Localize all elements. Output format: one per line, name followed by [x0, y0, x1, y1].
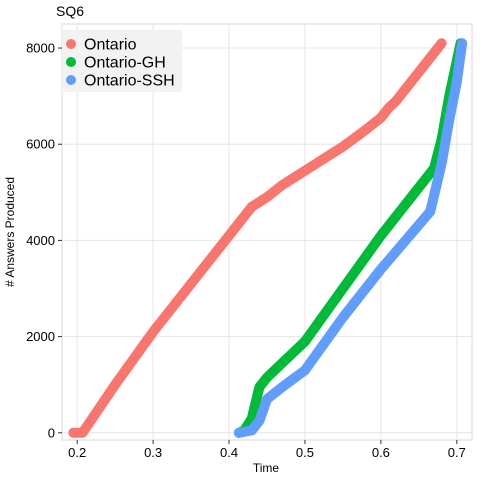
data-point [186, 278, 196, 289]
data-point [376, 264, 386, 275]
x-tick-label: 0.7 [448, 445, 466, 460]
data-point [436, 38, 447, 49]
x-tick-label: 0.3 [144, 445, 162, 460]
series-ontario [68, 38, 447, 438]
x-axis: 0.2 0.3 0.4 0.5 0.6 0.7 [68, 440, 466, 460]
y-tick-label: 2000 [26, 329, 55, 344]
data-point [247, 201, 257, 212]
y-tick-label: 8000 [26, 41, 55, 56]
legend-label: Ontario [84, 37, 137, 54]
data-point [254, 415, 265, 426]
grid [62, 24, 472, 440]
data-point [262, 394, 272, 404]
data-point [300, 336, 310, 347]
series-layer [68, 38, 468, 438]
data-point [224, 230, 234, 241]
data-point [262, 372, 272, 383]
y-axis-title: # Answers Produced [3, 177, 17, 287]
data-point [300, 165, 310, 176]
x-tick-label: 0.5 [296, 445, 314, 460]
data-point [77, 427, 88, 438]
y-tick-label: 4000 [26, 233, 55, 248]
y-tick-label: 0 [48, 425, 55, 440]
data-point [110, 379, 120, 390]
y-axis: 0 2000 4000 6000 8000 [26, 41, 62, 440]
legend-key [66, 57, 76, 67]
data-point [457, 38, 467, 49]
legend-label: Ontario-GH [84, 55, 166, 72]
x-tick-label: 0.4 [220, 445, 238, 460]
y-tick-label: 6000 [26, 137, 55, 152]
data-point [234, 427, 244, 438]
data-point [452, 76, 462, 87]
data-point [425, 206, 436, 217]
data-point [68, 427, 79, 438]
legend-box [62, 30, 182, 92]
data-point [414, 67, 424, 77]
data-point [300, 365, 310, 376]
data-point [277, 180, 287, 190]
data-point [262, 192, 272, 202]
data-point [383, 103, 394, 113]
data-point [247, 425, 257, 436]
chart-title: SQ6 [56, 3, 84, 19]
data-point [254, 382, 265, 392]
x-tick-label: 0.2 [68, 445, 86, 460]
data-point [338, 141, 348, 152]
data-point [338, 283, 348, 294]
data-point [338, 312, 348, 323]
data-point [376, 112, 386, 123]
x-tick-label: 0.6 [372, 445, 390, 460]
legend-key [66, 39, 76, 49]
data-point [436, 158, 447, 169]
data-point [444, 115, 455, 125]
data-point [87, 413, 98, 424]
data-point [376, 230, 386, 241]
legend-label: Ontario-SSH [84, 73, 175, 90]
data-point [277, 382, 287, 392]
data-point [148, 326, 158, 337]
data-point [360, 125, 371, 135]
series-ontario-ssh [233, 38, 468, 438]
legend-key [66, 75, 76, 85]
x-axis-title: Time [253, 461, 280, 475]
data-point [395, 91, 405, 101]
